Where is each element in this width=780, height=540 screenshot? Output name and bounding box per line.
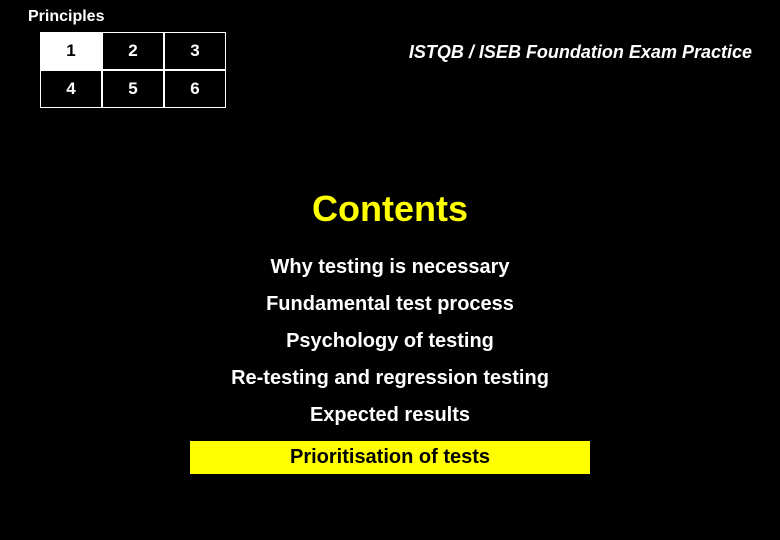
nav-cell-2[interactable]: 2	[102, 32, 164, 70]
list-item: Fundamental test process	[266, 293, 514, 316]
page-title: Contents	[0, 188, 780, 230]
list-item: Psychology of testing	[286, 330, 494, 353]
nav-cell-4[interactable]: 4	[40, 70, 102, 108]
list-item: Expected results	[310, 404, 470, 427]
nav-cell-5[interactable]: 5	[102, 70, 164, 108]
nav-cell-3[interactable]: 3	[164, 32, 226, 70]
nav-cell-1[interactable]: 1	[40, 32, 102, 70]
list-item: Why testing is necessary	[271, 256, 510, 279]
header-label: Principles	[28, 8, 104, 26]
subtitle: ISTQB / ISEB Foundation Exam Practice	[409, 42, 752, 63]
list-item: Re-testing and regression testing	[231, 367, 549, 390]
nav-cell-6[interactable]: 6	[164, 70, 226, 108]
contents-list: Why testing is necessary Fundamental tes…	[0, 256, 780, 474]
list-item-highlighted: Prioritisation of tests	[190, 441, 590, 474]
nav-grid: 1 2 3 4 5 6	[40, 32, 226, 108]
